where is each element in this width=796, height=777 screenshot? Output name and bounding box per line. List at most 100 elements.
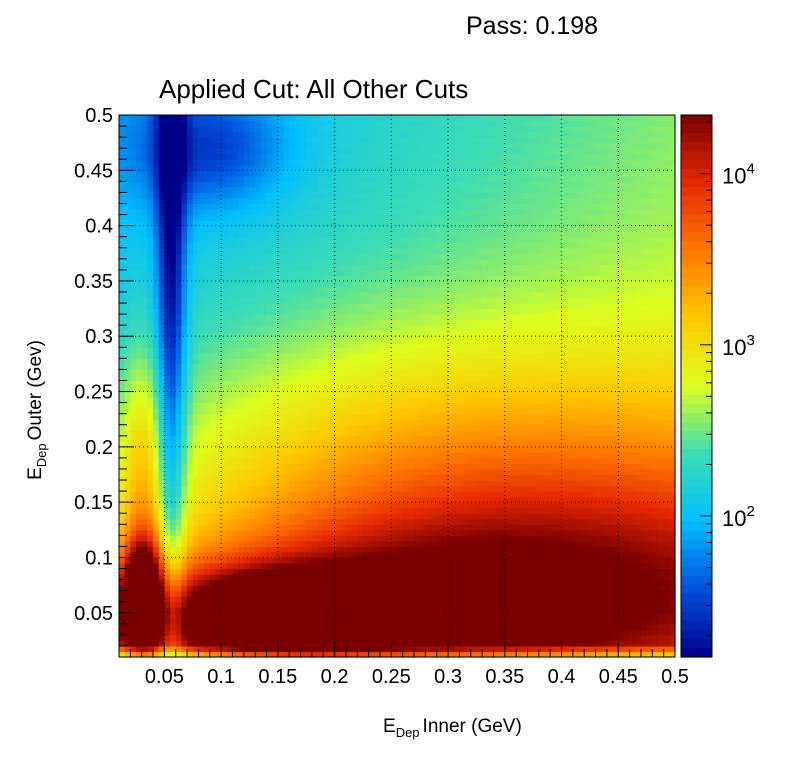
heatmap-cell xyxy=(249,397,256,404)
heatmap-cell xyxy=(397,286,404,293)
heatmap-cell xyxy=(124,529,131,536)
heatmap-cell xyxy=(340,380,347,387)
heatmap-cell xyxy=(379,474,387,481)
heatmap-cell xyxy=(243,435,251,442)
heatmap-cell xyxy=(362,314,370,321)
heatmap-cell xyxy=(351,374,358,382)
heatmap-cell xyxy=(175,153,182,160)
heatmap-cell xyxy=(379,197,387,205)
heatmap-cell xyxy=(238,502,245,509)
heatmap-cell xyxy=(243,170,251,177)
heatmap-cell xyxy=(124,551,131,559)
heatmap-cell xyxy=(243,369,251,376)
heatmap-cell xyxy=(306,474,313,481)
heatmap-cell xyxy=(357,386,364,393)
heatmap-cell xyxy=(294,291,302,299)
heatmap-cell xyxy=(147,120,154,127)
heatmap-cell xyxy=(397,408,404,415)
heatmap-cell xyxy=(153,352,160,359)
heatmap-cell xyxy=(391,153,398,160)
heatmap-cell xyxy=(130,618,137,625)
heatmap-cell xyxy=(334,535,341,542)
heatmap-cell xyxy=(374,115,381,122)
heatmap-cell xyxy=(130,502,137,509)
heatmap-cell xyxy=(238,358,245,365)
heatmap-cell xyxy=(300,258,307,265)
heatmap-cell xyxy=(340,607,347,614)
heatmap-cell xyxy=(294,524,302,531)
heatmap-cell xyxy=(294,579,302,586)
heatmap-cell xyxy=(141,435,148,442)
heatmap-cell xyxy=(158,291,165,299)
heatmap-cell xyxy=(255,280,262,288)
heatmap-cell xyxy=(232,474,239,481)
heatmap-cell xyxy=(243,457,251,465)
heatmap-cell xyxy=(232,651,239,658)
heatmap-cell xyxy=(294,529,302,536)
heatmap-cell xyxy=(232,612,239,619)
heatmap-cell xyxy=(141,546,148,553)
heatmap-cell xyxy=(374,186,381,194)
heatmap-cell xyxy=(119,308,126,315)
heatmap-cell xyxy=(311,170,319,177)
heatmap-cell xyxy=(192,413,200,420)
heatmap-cell xyxy=(266,574,273,581)
heatmap-cell xyxy=(351,242,358,249)
heatmap-cell xyxy=(164,485,171,492)
heatmap-cell xyxy=(192,596,200,603)
heatmap-cell xyxy=(243,452,251,459)
heatmap-cell xyxy=(289,142,296,149)
heatmap-cell xyxy=(294,623,302,630)
heatmap-cell xyxy=(187,618,194,625)
heatmap-cell xyxy=(294,629,302,636)
heatmap-cell xyxy=(311,374,319,382)
heatmap-cell xyxy=(328,568,336,575)
heatmap-cell xyxy=(289,148,296,155)
heatmap-cell xyxy=(317,264,324,271)
heatmap-cell xyxy=(238,319,245,326)
heatmap-cell xyxy=(147,562,154,570)
heatmap-cell xyxy=(277,518,285,525)
heatmap-cell xyxy=(345,413,353,420)
heatmap-cell xyxy=(323,159,330,166)
heatmap-cell xyxy=(119,369,126,376)
heatmap-cell xyxy=(260,314,268,321)
heatmap-cell xyxy=(289,269,296,276)
heatmap-cell xyxy=(317,203,324,210)
heatmap-cell xyxy=(391,325,398,332)
heatmap-cell xyxy=(221,640,228,647)
heatmap-cell xyxy=(198,513,205,520)
heatmap-cell xyxy=(362,424,370,431)
heatmap-cell xyxy=(226,640,234,647)
heatmap-cell xyxy=(209,529,217,536)
heatmap-cell xyxy=(249,291,256,299)
heatmap-cell xyxy=(260,363,268,371)
heatmap-cell xyxy=(300,192,307,199)
heatmap-cell xyxy=(300,319,307,326)
heatmap-cell xyxy=(311,175,319,182)
heatmap-cell xyxy=(306,540,313,547)
heatmap-cell xyxy=(147,325,154,332)
heatmap-cell xyxy=(260,374,268,382)
heatmap-cell xyxy=(249,551,256,559)
heatmap-cell xyxy=(391,502,398,509)
heatmap-cell xyxy=(130,319,137,326)
heatmap-cell xyxy=(385,502,392,509)
heatmap-cell xyxy=(124,585,131,592)
heatmap-cell xyxy=(334,480,341,487)
heatmap-cell xyxy=(215,336,222,343)
heatmap-cell xyxy=(198,557,205,564)
heatmap-cell xyxy=(317,540,324,547)
heatmap-cell xyxy=(158,341,165,348)
heatmap-cell xyxy=(153,186,160,194)
heatmap-cell xyxy=(164,386,171,393)
heatmap-cell xyxy=(198,430,205,437)
heatmap-cell xyxy=(198,402,205,409)
heatmap-cell xyxy=(328,446,336,453)
heatmap-cell xyxy=(260,220,268,227)
heatmap-cell xyxy=(357,491,364,498)
heatmap-cell xyxy=(255,319,262,326)
heatmap-cell xyxy=(238,585,245,592)
heatmap-cell xyxy=(357,502,364,509)
heatmap-cell xyxy=(334,214,341,221)
